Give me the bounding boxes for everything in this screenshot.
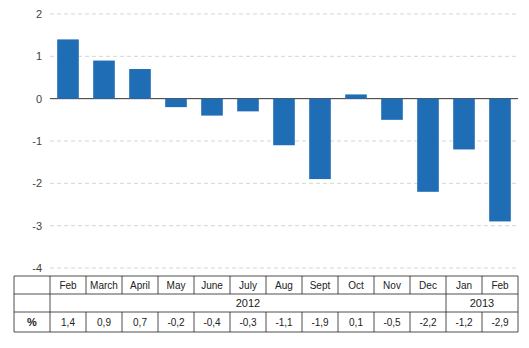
table-line xyxy=(518,276,519,332)
data-label: -0,4 xyxy=(203,317,221,328)
bar xyxy=(381,99,403,120)
table-line xyxy=(338,312,339,332)
table-line xyxy=(302,312,303,332)
category-label: Oct xyxy=(348,280,364,291)
bar xyxy=(489,99,511,222)
table-line xyxy=(446,276,447,294)
table-line xyxy=(266,312,267,332)
bar xyxy=(345,94,367,98)
table-line xyxy=(158,276,159,294)
category-label: Sept xyxy=(310,280,331,291)
y-tick-label: -1 xyxy=(32,135,42,147)
data-label: -0,2 xyxy=(167,317,185,328)
bar xyxy=(453,99,475,150)
category-label: April xyxy=(130,280,150,291)
bar xyxy=(201,99,223,116)
table-line xyxy=(194,276,195,294)
table-header: % xyxy=(27,316,37,328)
data-label: -1,2 xyxy=(455,317,473,328)
table-line xyxy=(446,312,447,332)
bar xyxy=(417,99,439,192)
table-line xyxy=(338,276,339,294)
table-line xyxy=(230,276,231,294)
grid xyxy=(50,14,518,268)
bar xyxy=(129,69,151,99)
y-tick-label: 0 xyxy=(36,93,42,105)
data-label: -1,1 xyxy=(275,317,293,328)
table-line xyxy=(50,276,51,332)
data-label: -2,9 xyxy=(491,317,509,328)
table-line xyxy=(410,312,411,332)
y-tick-label: -2 xyxy=(32,177,42,189)
table-line xyxy=(158,312,159,332)
category-label: Aug xyxy=(275,280,293,291)
table-line xyxy=(482,276,483,294)
table-line xyxy=(122,276,123,294)
table-line xyxy=(374,312,375,332)
data-label: -0,3 xyxy=(239,317,257,328)
table-line xyxy=(266,276,267,294)
year-label: 2012 xyxy=(236,297,260,309)
chart: -4 -3 -2 -1 0 1 2 Feb March April May June July Aug Se… xyxy=(0,0,529,348)
table-line xyxy=(194,312,195,332)
table-line xyxy=(122,312,123,332)
grid-line xyxy=(50,14,518,15)
category-label: Feb xyxy=(491,280,509,291)
category-label: Feb xyxy=(59,280,77,291)
y-tick-label: -4 xyxy=(32,262,42,274)
data-label: 0,9 xyxy=(97,317,111,328)
bar xyxy=(309,99,331,179)
data-label: -1,9 xyxy=(311,317,329,328)
table-line xyxy=(86,276,87,294)
bar xyxy=(237,99,259,112)
data-label: 0,1 xyxy=(349,317,363,328)
table-line xyxy=(482,312,483,332)
bar xyxy=(165,99,187,107)
table-line xyxy=(302,276,303,294)
category-label: Jan xyxy=(456,280,472,291)
table-line xyxy=(230,312,231,332)
bar xyxy=(273,99,295,146)
data-label: -2,2 xyxy=(419,317,437,328)
category-label: June xyxy=(201,280,223,291)
table xyxy=(14,276,518,332)
table-line xyxy=(446,294,447,312)
category-label: May xyxy=(167,280,186,291)
category-label: Nov xyxy=(383,280,401,291)
table-line xyxy=(14,276,15,332)
bars xyxy=(57,39,511,221)
bar xyxy=(57,39,79,98)
data-label: -0,5 xyxy=(383,317,401,328)
grid-line xyxy=(50,56,518,57)
category-label: Dec xyxy=(419,280,437,291)
grid-line xyxy=(50,225,518,226)
data-label: 1,4 xyxy=(61,317,75,328)
category-label: July xyxy=(239,280,257,291)
table-line xyxy=(374,276,375,294)
y-tick-label: 2 xyxy=(36,8,42,20)
year-label: 2013 xyxy=(470,297,494,309)
table-line xyxy=(410,276,411,294)
y-tick-label: 1 xyxy=(36,50,42,62)
category-label: March xyxy=(90,280,118,291)
grid-line xyxy=(50,183,518,184)
data-label: 0,7 xyxy=(133,317,147,328)
table-line xyxy=(86,312,87,332)
y-tick-label: -3 xyxy=(32,220,42,232)
bar xyxy=(93,61,115,99)
grid-line xyxy=(50,268,518,269)
